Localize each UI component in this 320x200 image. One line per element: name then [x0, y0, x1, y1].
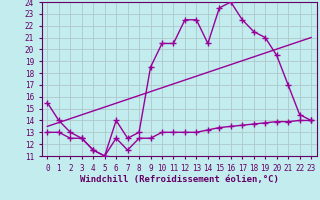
X-axis label: Windchill (Refroidissement éolien,°C): Windchill (Refroidissement éolien,°C) — [80, 175, 279, 184]
